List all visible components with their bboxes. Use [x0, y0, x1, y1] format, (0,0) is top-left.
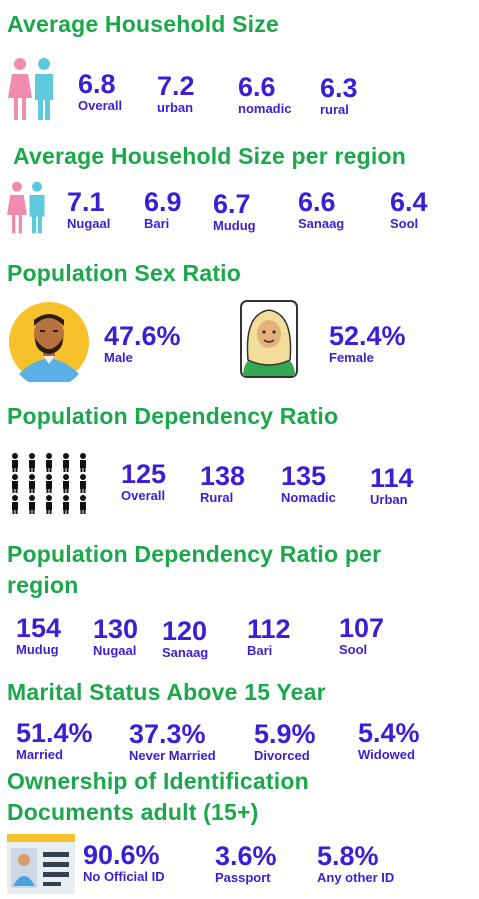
id-no-official-stat: 90.6% No Official ID [83, 840, 165, 884]
family-couple-icon [7, 181, 45, 234]
marital-widowed-stat: 5.4% Widowed [358, 718, 420, 762]
marital-married-stat: 51.4% Married [16, 718, 93, 762]
marital-status-title: Marital Status Above 15 Year [7, 679, 326, 705]
dependency-region-title-line1: Population Dependency Ratio per [7, 541, 382, 567]
id-other-stat: 5.8% Any other ID [317, 841, 395, 885]
marital-never-married-stat: 37.3% Never Married [129, 719, 216, 763]
sex-ratio-title: Population Sex Ratio [7, 260, 242, 286]
household-sool-stat: 6.4 Sool [390, 187, 428, 231]
household-overall-stat: 6.8 Overall [78, 69, 123, 113]
household-bari-stat: 6.9 Bari [144, 187, 182, 231]
male-ratio-stat: 47.6% Male [104, 321, 181, 365]
male-avatar-icon [9, 302, 89, 382]
dependency-sool-stat: 107 Sool [339, 613, 385, 657]
household-sanaag-stat: 6.6 Sanaag [298, 187, 345, 231]
household-size-title: Average Household Size [7, 11, 279, 37]
dependency-region-title: Population Dependency Ratio per region [7, 539, 381, 601]
dependency-bari-stat: 112 Bari [247, 614, 291, 658]
id-ownership-title: Ownership of Identification Documents ad… [7, 766, 309, 828]
id-ownership-title-line1: Ownership of Identification [7, 768, 309, 794]
dependency-ratio-title: Population Dependency Ratio [7, 403, 339, 429]
population-people-icon [12, 453, 86, 514]
household-rural-stat: 6.3 rural [320, 73, 358, 117]
dependency-region-title-line2: region [7, 572, 79, 598]
id-passport-stat: 3.6% Passport [215, 841, 277, 885]
marital-divorced-stat: 5.9% Divorced [254, 719, 316, 763]
dependency-mudug-stat: 154 Mudug [16, 613, 62, 657]
dependency-rural-stat: 138 Rural [200, 461, 246, 505]
dependency-urban-stat: 114 Urban [370, 463, 414, 507]
dependency-overall-stat: 125 Overall [121, 459, 167, 503]
household-nomadic-stat: 6.6 nomadic [238, 72, 292, 116]
household-nugaal-stat: 7.1 Nugaal [67, 187, 111, 231]
dependency-nomadic-stat: 135 Nomadic [281, 461, 336, 505]
female-ratio-stat: 52.4% Female [329, 321, 406, 365]
dependency-sanaag-stat: 120 Sanaag [162, 616, 209, 660]
dependency-nugaal-stat: 130 Nugaal [93, 614, 139, 658]
family-couple-icon [8, 58, 53, 120]
female-avatar-icon [240, 300, 298, 378]
id-ownership-title-line2: Documents adult (15+) [7, 799, 259, 825]
household-urban-stat: 7.2 urban [157, 71, 195, 115]
household-mudug-stat: 6.7 Mudug [213, 189, 256, 233]
household-region-title: Average Household Size per region [13, 143, 407, 169]
id-card-icon [7, 834, 75, 894]
